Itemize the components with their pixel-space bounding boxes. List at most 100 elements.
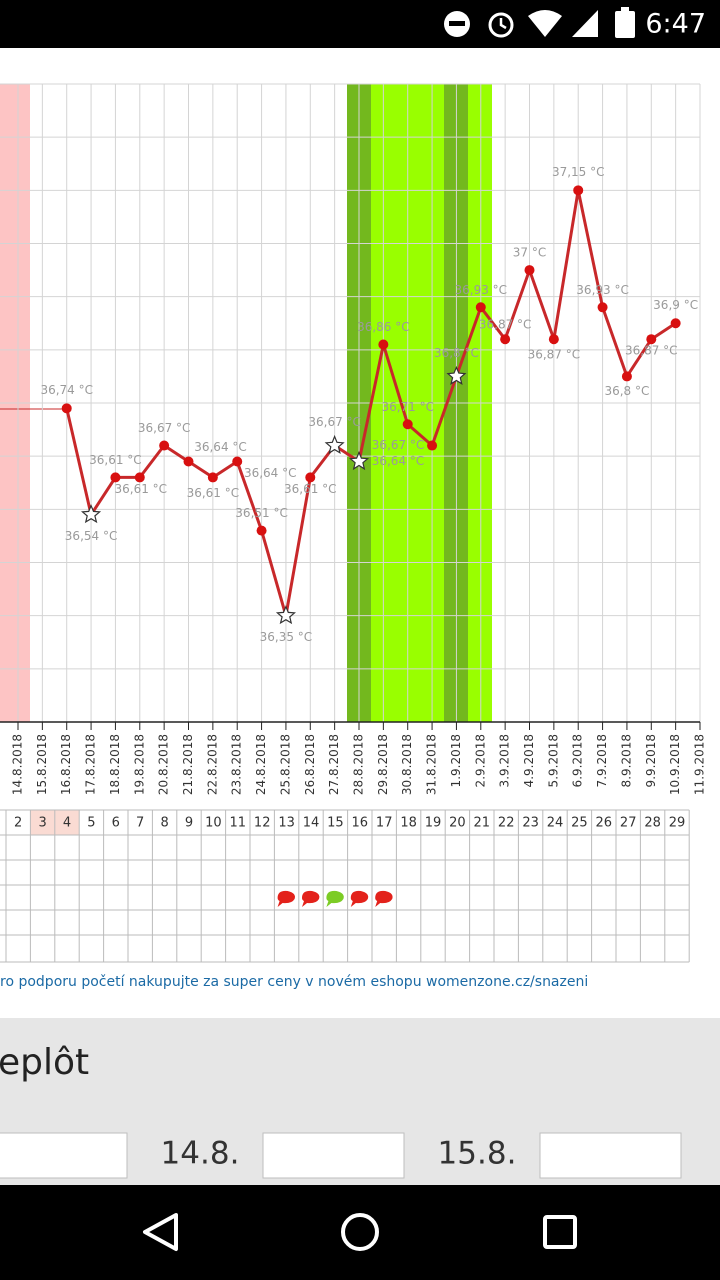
x-tick-label: 28.8.2018 bbox=[352, 734, 366, 795]
point bbox=[134, 472, 145, 483]
day-highlight bbox=[54, 810, 80, 835]
alarm-hands bbox=[499, 18, 507, 30]
dnd-bar bbox=[449, 21, 465, 26]
star-point bbox=[446, 365, 467, 385]
cycle-day: 18 bbox=[400, 816, 417, 831]
point bbox=[256, 525, 267, 536]
cycle-day: 6 bbox=[112, 816, 120, 831]
cycle-day: 19 bbox=[425, 816, 442, 831]
x-tick-label: 10.9.2018 bbox=[668, 734, 682, 795]
value-label: 36,64 °C bbox=[244, 466, 297, 480]
point bbox=[61, 403, 72, 414]
point bbox=[378, 339, 389, 350]
x-tick-label: 20.8.2018 bbox=[157, 734, 171, 795]
point bbox=[305, 472, 316, 483]
value-label: 36,86 °C bbox=[357, 320, 410, 334]
point bbox=[573, 185, 584, 196]
temp-input[interactable] bbox=[0, 1132, 128, 1179]
point bbox=[427, 440, 438, 451]
cycle-day: 28 bbox=[644, 816, 661, 831]
point bbox=[646, 334, 657, 345]
cycle-day: 29 bbox=[669, 816, 686, 831]
point bbox=[110, 472, 121, 483]
x-tick-label: 5.9.2018 bbox=[546, 734, 560, 787]
cycle-day: 12 bbox=[254, 816, 271, 831]
point bbox=[159, 440, 170, 451]
cycle-day: 9 bbox=[185, 816, 193, 831]
cycle-day: 20 bbox=[449, 816, 466, 831]
cycle-day: 25 bbox=[571, 816, 588, 831]
x-tick-label: 29.8.2018 bbox=[376, 734, 390, 795]
cycle-day: 13 bbox=[278, 816, 295, 831]
value-label: 36,51 °C bbox=[235, 506, 288, 520]
point bbox=[475, 302, 486, 313]
point bbox=[670, 318, 681, 329]
value-label: 36,71 °C bbox=[381, 400, 434, 414]
cycle-day: 10 bbox=[205, 816, 222, 831]
cycle-day: 3 bbox=[38, 816, 46, 831]
cycle-day: 26 bbox=[596, 816, 613, 831]
date-label: 14.8. bbox=[161, 1136, 240, 1172]
x-tick-label: 6.9.2018 bbox=[571, 734, 585, 787]
temp-input[interactable] bbox=[262, 1132, 405, 1179]
date-label: 15.8. bbox=[438, 1136, 517, 1172]
x-tick-label: 1.9.2018 bbox=[449, 734, 463, 787]
back-button[interactable] bbox=[143, 1213, 178, 1251]
value-label: 36,93 °C bbox=[576, 283, 629, 297]
cycle-day: 8 bbox=[160, 816, 168, 831]
point bbox=[597, 302, 608, 313]
cycle-day: 22 bbox=[498, 816, 515, 831]
x-tick-label: 30.8.2018 bbox=[400, 734, 414, 795]
point bbox=[548, 334, 559, 345]
x-tick-label: 3.9.2018 bbox=[498, 734, 512, 787]
cycle-day: 16 bbox=[352, 816, 369, 831]
point bbox=[183, 456, 194, 467]
x-tick-label: 31.8.2018 bbox=[425, 734, 439, 795]
star-point bbox=[324, 434, 345, 455]
alarm-icon bbox=[488, 12, 514, 38]
temp-input[interactable] bbox=[539, 1132, 682, 1179]
battery-tip bbox=[621, 7, 629, 12]
x-tick-label: 21.8.2018 bbox=[181, 734, 195, 795]
x-tick-label: 16.8.2018 bbox=[59, 734, 73, 795]
cycle-day: 15 bbox=[327, 816, 344, 831]
cycle-day: 4 bbox=[63, 816, 71, 831]
value-label: 36,35 °C bbox=[260, 630, 313, 644]
point bbox=[621, 371, 632, 382]
home-button[interactable] bbox=[341, 1213, 379, 1251]
drop-icon bbox=[326, 890, 344, 907]
promo-link[interactable]: ro podporu početí nakupujte za super cen… bbox=[0, 974, 588, 990]
x-tick-label: 8.9.2018 bbox=[619, 734, 633, 787]
wifi-icon bbox=[528, 10, 562, 37]
x-tick-label: 9.9.2018 bbox=[644, 734, 658, 787]
x-tick-label: 24.8.2018 bbox=[254, 734, 268, 795]
signal-icon bbox=[572, 10, 598, 37]
star-point bbox=[348, 450, 370, 471]
star-point bbox=[275, 605, 296, 625]
value-label: 36,87 °C bbox=[479, 318, 532, 332]
value-label: 37 °C bbox=[513, 246, 546, 260]
cycle-day: 23 bbox=[522, 816, 539, 831]
cycle-day: 7 bbox=[136, 816, 144, 831]
x-tick-label: 26.8.2018 bbox=[303, 734, 317, 795]
clock: 6:47 bbox=[645, 9, 706, 40]
value-label: 36,67 °C bbox=[372, 438, 425, 452]
value-label: 36,64 °C bbox=[372, 454, 425, 468]
x-tick-label: 7.9.2018 bbox=[595, 734, 609, 787]
cycle-day: 5 bbox=[87, 816, 95, 831]
value-label: 36,61 °C bbox=[187, 486, 240, 500]
x-tick-label: 11.9.2018 bbox=[693, 734, 707, 795]
x-tick-label: 15.8.2018 bbox=[35, 734, 49, 795]
x-tick-label: 2.9.2018 bbox=[473, 734, 487, 787]
value-label: 36,61 °C bbox=[115, 482, 168, 496]
value-label: 36,87 °C bbox=[528, 348, 581, 362]
drop-icon bbox=[277, 890, 295, 907]
nav-bar bbox=[0, 1185, 720, 1280]
x-tick-label: 25.8.2018 bbox=[278, 734, 292, 795]
cycle-day: 14 bbox=[303, 816, 320, 831]
battery-icon bbox=[615, 11, 635, 38]
value-label: 36,9 °C bbox=[653, 298, 698, 312]
recents-button[interactable] bbox=[543, 1215, 577, 1249]
cycle-table: 2 3 4 5 6 7 8 9 10 11 12 13 14 15 16 17 18 19 20 21 22 23 24 25… bbox=[0, 809, 690, 963]
